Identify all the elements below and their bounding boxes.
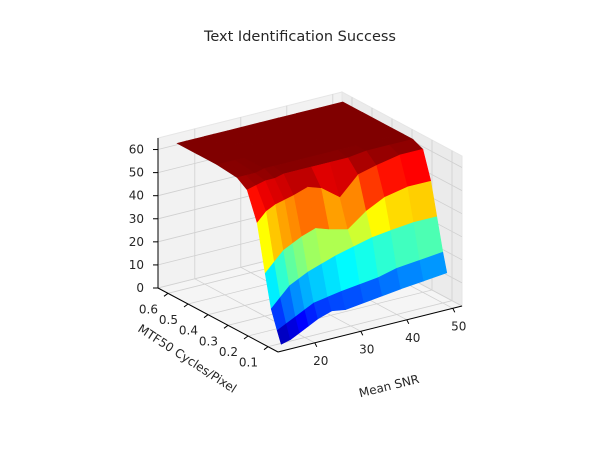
y-tick-label: 0.3 xyxy=(199,334,218,348)
y-tick-label: 0.2 xyxy=(219,345,238,359)
surface-patch xyxy=(419,251,448,282)
y-tick-label: 0.4 xyxy=(179,324,198,338)
chart-title: Text Identification Success xyxy=(204,29,396,45)
x-tick-label: 20 xyxy=(313,354,328,368)
z-tick-label: 20 xyxy=(129,235,144,249)
z-tick-label: 10 xyxy=(129,258,144,272)
x-tick-label: 30 xyxy=(359,342,374,356)
z-tick-label: 60 xyxy=(129,143,144,157)
y-tick-label: 0.1 xyxy=(239,356,258,370)
x-tick-label: 50 xyxy=(451,319,466,333)
z-tick-label: 50 xyxy=(129,166,144,180)
z-tick-label: 0 xyxy=(136,281,144,295)
y-tick-label: 0.6 xyxy=(139,302,158,316)
z-tick-label: 30 xyxy=(129,212,144,226)
x-axis-label: Mean SNR xyxy=(358,372,421,400)
axis-lines xyxy=(153,138,463,353)
y-tick-label: 0.5 xyxy=(159,313,178,327)
z-tick-label: 40 xyxy=(129,189,144,203)
x-tick-label: 40 xyxy=(405,331,420,345)
surface xyxy=(176,101,448,345)
